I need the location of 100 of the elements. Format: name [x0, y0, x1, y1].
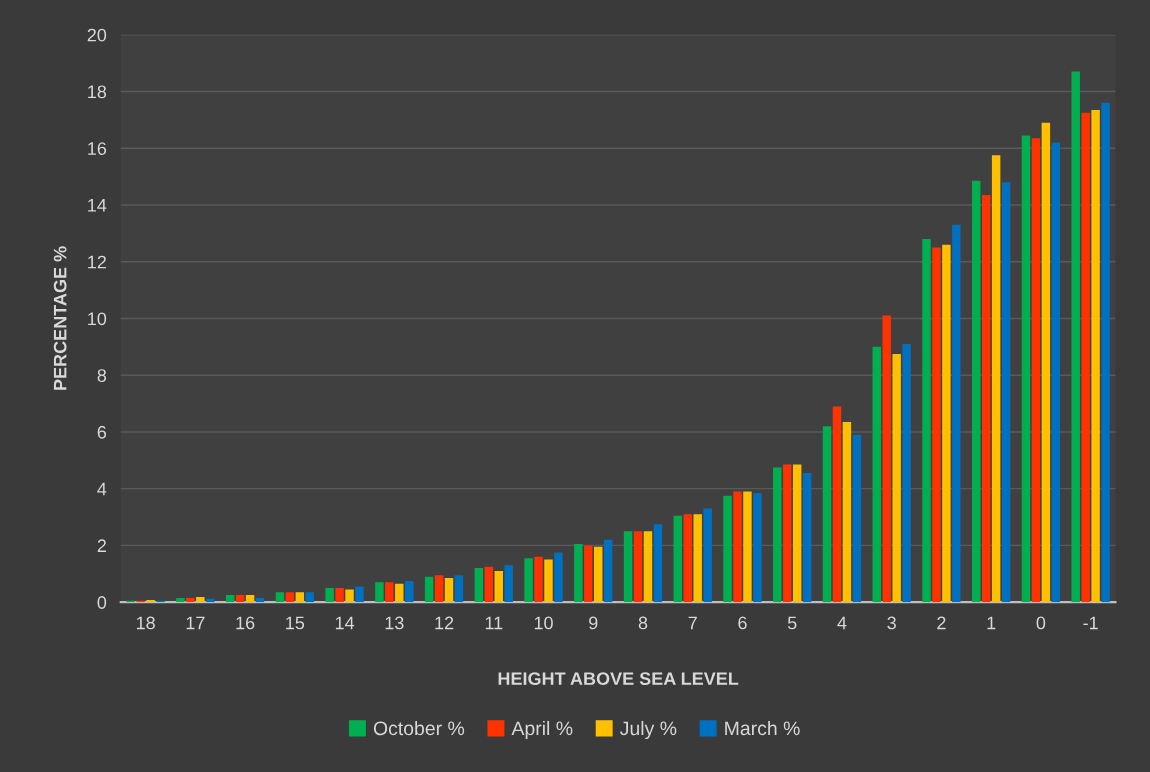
bar — [305, 592, 314, 603]
bar — [842, 422, 852, 603]
bar — [335, 587, 344, 603]
bar — [295, 592, 305, 603]
bar — [942, 244, 951, 603]
bar — [196, 597, 205, 603]
bar — [454, 575, 464, 603]
y-axis-title: PERCENTAGE % — [53, 246, 67, 390]
bar — [584, 545, 593, 603]
bar — [832, 406, 842, 603]
y-tick-label: 16 — [88, 142, 107, 155]
bar — [1101, 102, 1110, 603]
bar — [683, 514, 692, 603]
legend-label: April % — [511, 720, 573, 740]
bar — [623, 531, 633, 603]
legend-label: July % — [620, 720, 677, 740]
y-tick-label: 6 — [97, 425, 107, 439]
y-tick-label: 10 — [88, 312, 107, 326]
bar — [852, 434, 862, 603]
x-tick-label: 5 — [787, 616, 797, 630]
bar — [206, 598, 215, 603]
bar — [424, 576, 434, 603]
bar — [484, 566, 494, 603]
bar — [952, 224, 961, 603]
bar — [574, 544, 583, 603]
x-tick-label: 2 — [937, 616, 946, 630]
bar — [693, 514, 702, 603]
x-tick-label: 16 — [236, 616, 255, 630]
bar — [972, 180, 981, 603]
x-tick-label: 9 — [589, 616, 598, 630]
bar — [186, 597, 195, 603]
bar — [385, 582, 394, 603]
bar — [1031, 138, 1041, 603]
bar — [325, 587, 334, 603]
bar — [176, 597, 185, 603]
y-tick-label: 14 — [88, 199, 107, 212]
bar — [753, 492, 762, 603]
y-tick-label: 2 — [97, 539, 106, 552]
bar — [892, 353, 901, 603]
bar — [703, 508, 712, 603]
x-tick-label: 18 — [136, 616, 155, 630]
bar — [405, 580, 414, 603]
x-tick-label: 6 — [738, 616, 747, 630]
bar — [783, 464, 792, 603]
x-tick-label: 12 — [435, 616, 454, 630]
x-tick-label: 14 — [335, 616, 355, 630]
bar — [792, 464, 802, 603]
bar — [1021, 135, 1031, 603]
bar — [285, 592, 295, 603]
bar — [345, 589, 354, 603]
bar — [534, 556, 543, 603]
x-tick-label: 17 — [186, 616, 205, 630]
bar — [494, 570, 503, 603]
bar — [1041, 122, 1051, 603]
bar — [524, 558, 533, 603]
x-tick-label: 4 — [837, 616, 847, 630]
bar — [444, 578, 454, 603]
bar — [773, 467, 782, 603]
bar — [882, 315, 891, 603]
bar — [1001, 182, 1011, 603]
x-tick-label: 13 — [385, 616, 404, 630]
x-tick-label: 1 — [987, 616, 996, 630]
bar — [872, 346, 881, 603]
bar — [594, 546, 603, 603]
legend-label: October % — [373, 720, 465, 736]
bar — [355, 586, 364, 603]
bar — [733, 491, 742, 603]
bar — [554, 552, 563, 603]
x-tick-label: 11 — [485, 616, 503, 630]
bar — [1051, 142, 1061, 603]
bar — [653, 524, 663, 603]
x-tick-label: 10 — [534, 616, 553, 630]
bar — [395, 583, 404, 603]
bar — [723, 495, 732, 603]
bar — [474, 568, 484, 603]
y-tick-label: 0 — [97, 596, 107, 609]
bar — [544, 559, 553, 603]
bar — [922, 239, 931, 603]
bar — [643, 531, 653, 603]
bar — [802, 473, 812, 603]
x-axis-title: HEIGHT ABOVE SEA LEVEL — [498, 672, 739, 686]
bar — [603, 539, 613, 603]
x-tick-label: 8 — [638, 616, 648, 630]
x-tick-label: 3 — [887, 616, 896, 630]
bar — [434, 575, 444, 603]
bar — [146, 599, 155, 603]
bar — [275, 592, 285, 603]
legend-label: March % — [725, 720, 800, 736]
y-tick-label: 4 — [97, 482, 107, 496]
bar — [902, 343, 911, 603]
bar — [743, 491, 752, 603]
bar — [225, 595, 235, 603]
bar — [673, 515, 683, 603]
bar — [235, 595, 245, 603]
x-tick-label: -1 — [1083, 616, 1098, 630]
y-tick-label: 12 — [88, 255, 106, 269]
bar — [1081, 112, 1090, 603]
bar — [504, 565, 513, 603]
bar — [1091, 109, 1100, 603]
bar — [375, 582, 384, 603]
